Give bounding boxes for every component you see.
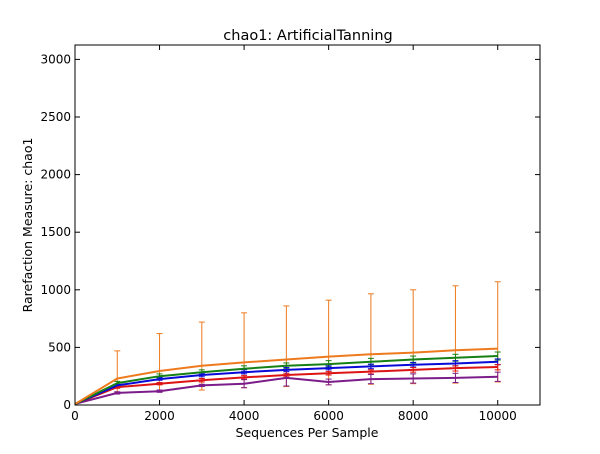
x-tick-label: 6000 bbox=[313, 409, 344, 423]
x-tick-label: 8000 bbox=[398, 409, 429, 423]
series-line-4 bbox=[75, 375, 498, 405]
y-tick-label: 2500 bbox=[40, 110, 71, 124]
y-tick-label: 0 bbox=[63, 398, 71, 412]
x-tick-label: 10000 bbox=[479, 409, 517, 423]
series-line-2 bbox=[74, 360, 498, 405]
series-line-1 bbox=[74, 355, 498, 405]
y-tick-label: 2000 bbox=[40, 168, 71, 182]
series-line-3 bbox=[75, 366, 498, 405]
y-tick-label: 500 bbox=[48, 340, 71, 354]
series-line-0 bbox=[74, 347, 498, 405]
plot-area-frame bbox=[74, 44, 541, 406]
chart-title: chao1: ArtificialTanning bbox=[223, 28, 392, 44]
x-tick-label: 4000 bbox=[229, 409, 260, 423]
series-layer bbox=[74, 281, 501, 405]
x-tick-label: 2000 bbox=[144, 409, 175, 423]
y-tick-label: 1500 bbox=[40, 225, 71, 239]
y-tick-label: 3000 bbox=[40, 52, 71, 66]
y-tick-label: 1000 bbox=[40, 283, 71, 297]
axis-ticks: 0 2000 4000 6000 8000 10000 0 500 1000 1500 2000 25… bbox=[40, 45, 540, 423]
x-axis-label: Sequences Per Sample bbox=[236, 425, 379, 440]
x-tick-label: 0 bbox=[71, 409, 79, 423]
y-axis-label: Rarefaction Measure: chao1 bbox=[20, 138, 35, 313]
